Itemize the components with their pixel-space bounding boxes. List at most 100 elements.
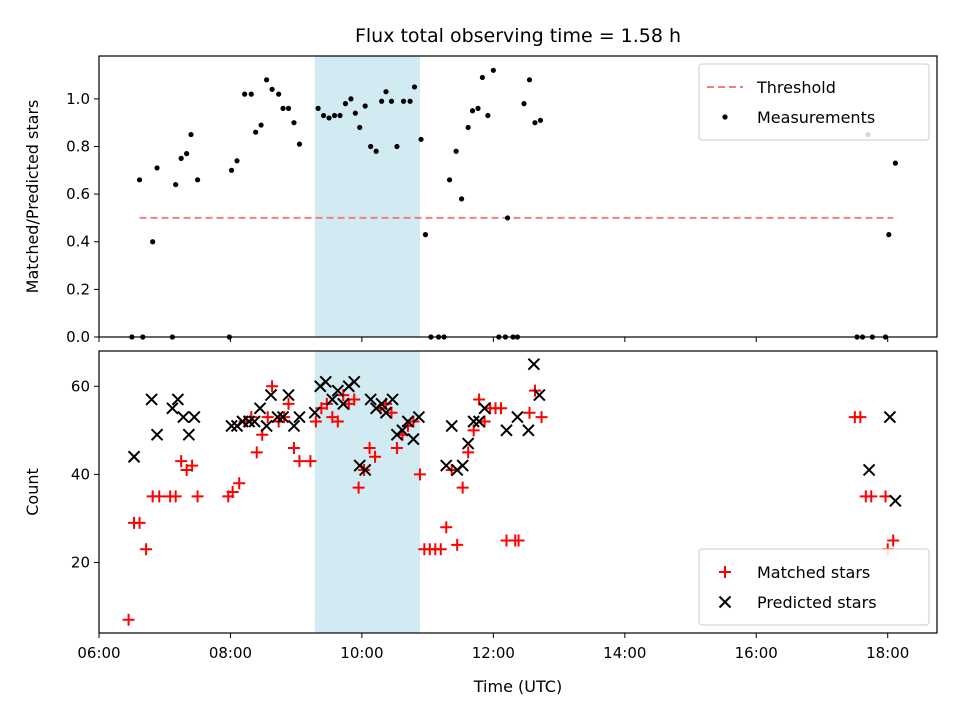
matched-star-point [304,455,317,468]
predicted-star-point [177,410,190,424]
predicted-star-point [248,415,261,428]
matched-star-point [266,380,279,393]
measurement-point [388,98,395,104]
predicted-star-point [145,393,158,406]
measurement-point [368,143,374,150]
measurement-point [526,77,533,83]
measurement-point [178,155,184,161]
y-tick-label: 20 [71,554,90,572]
predicted-star-point [293,410,306,424]
measurement-point [458,196,465,202]
matched-star-point [153,490,166,503]
y-tick-label: 0.4 [66,233,90,251]
x-tick-label: 14:00 [603,644,646,662]
matched-star-point [865,490,878,503]
predicted-star-point [379,406,393,419]
measurement-point [532,120,538,126]
predicted-star-point [467,415,480,428]
chart-title: Flux total observing time = 1.58 h [355,25,681,47]
predicted-star-point [331,384,345,397]
legend-label: Measurements [757,108,875,127]
ratio-panel: 0.0 0.2 0.4 0.6 0.8 1.0 Matched/Predicted star… [23,55,938,346]
matched-star-point [250,446,263,459]
measurement-point [348,96,354,102]
predicted-star-point [264,388,278,402]
legend-box [698,63,930,141]
measurement-point [154,165,160,171]
predicted-star-point [412,410,426,424]
predicted-star-point [401,415,415,428]
measurement-point [136,177,143,183]
measurement-point [362,103,368,109]
matched-star-point [456,481,469,494]
legend: Matched stars Predicted stars [698,548,930,626]
y-tick-label: 0.2 [66,280,90,298]
measurement-point [242,91,248,97]
measurement-point [280,105,286,111]
matched-star-point [440,521,453,534]
measurement-point [326,115,332,121]
matched-star-point [282,397,295,410]
axes-frame [98,350,938,634]
measurement-point [276,91,282,97]
matched-star-point [495,402,508,415]
measurement-point [188,131,194,138]
matched-star-point [226,486,239,498]
predicted-star-point [166,402,179,415]
predicted-star-point [883,410,897,424]
matched-star-point [390,441,403,454]
measurement-point [373,148,379,154]
predicted-star-point [364,393,377,406]
measurement-point [418,136,424,142]
measurement-point [479,74,485,81]
legend: Threshold Measurements [698,63,930,141]
y-tick-label: 0.6 [66,185,90,203]
matched-star-point [535,411,548,424]
x-tick-label: 10:00 [340,644,383,662]
matched-star-point [287,441,300,454]
measurement-point [173,181,179,188]
measurement-point [337,112,343,119]
legend-label: Matched stars [757,563,870,582]
matched-star-point [369,450,382,463]
predicted-star-point [440,459,453,472]
measurement-point [228,167,235,173]
x-tick-label: 12:00 [472,644,515,662]
measurement-point [234,158,240,164]
axes-frame [98,55,938,338]
predicted-star-point [319,375,332,389]
matched-star-point [887,534,900,547]
measurement-point [453,148,459,154]
predicted-star-point [461,437,475,450]
measurement-point [394,143,400,150]
measurement-point [285,105,292,111]
legend-predicted-swatch [718,595,732,609]
y-tick-label: 60 [71,377,90,395]
matched-star-point [133,516,146,529]
measurement-point [184,151,190,157]
measurement-point [291,120,297,126]
measurement-point [296,141,303,147]
matched-star-point [854,411,867,424]
matched-star-point [140,543,153,556]
predicted-star-point [396,424,409,437]
predicted-star-point [386,393,399,406]
predicted-star-point [478,402,491,415]
measurement-point [352,110,358,116]
matched-star-point [175,455,188,468]
measurement-point [475,105,481,111]
x-axis-label: Time (UTC) [473,677,562,696]
predicted-star-point [522,424,535,437]
predicted-star-point [260,419,273,433]
predicted-star-point [337,397,350,411]
predicted-star-point [171,393,185,406]
predicted-star-point [282,388,295,402]
matched-star-point [352,481,365,494]
measurement-point [485,112,491,119]
predicted-star-point [308,406,322,419]
predicted-star-point [375,397,388,411]
count-panel: 20 40 60 06:00 08:00 10:00 12:00 14:00 16:00 18:0… [23,350,938,662]
predicted-star-point [407,432,420,446]
matched-star-point [122,613,135,626]
